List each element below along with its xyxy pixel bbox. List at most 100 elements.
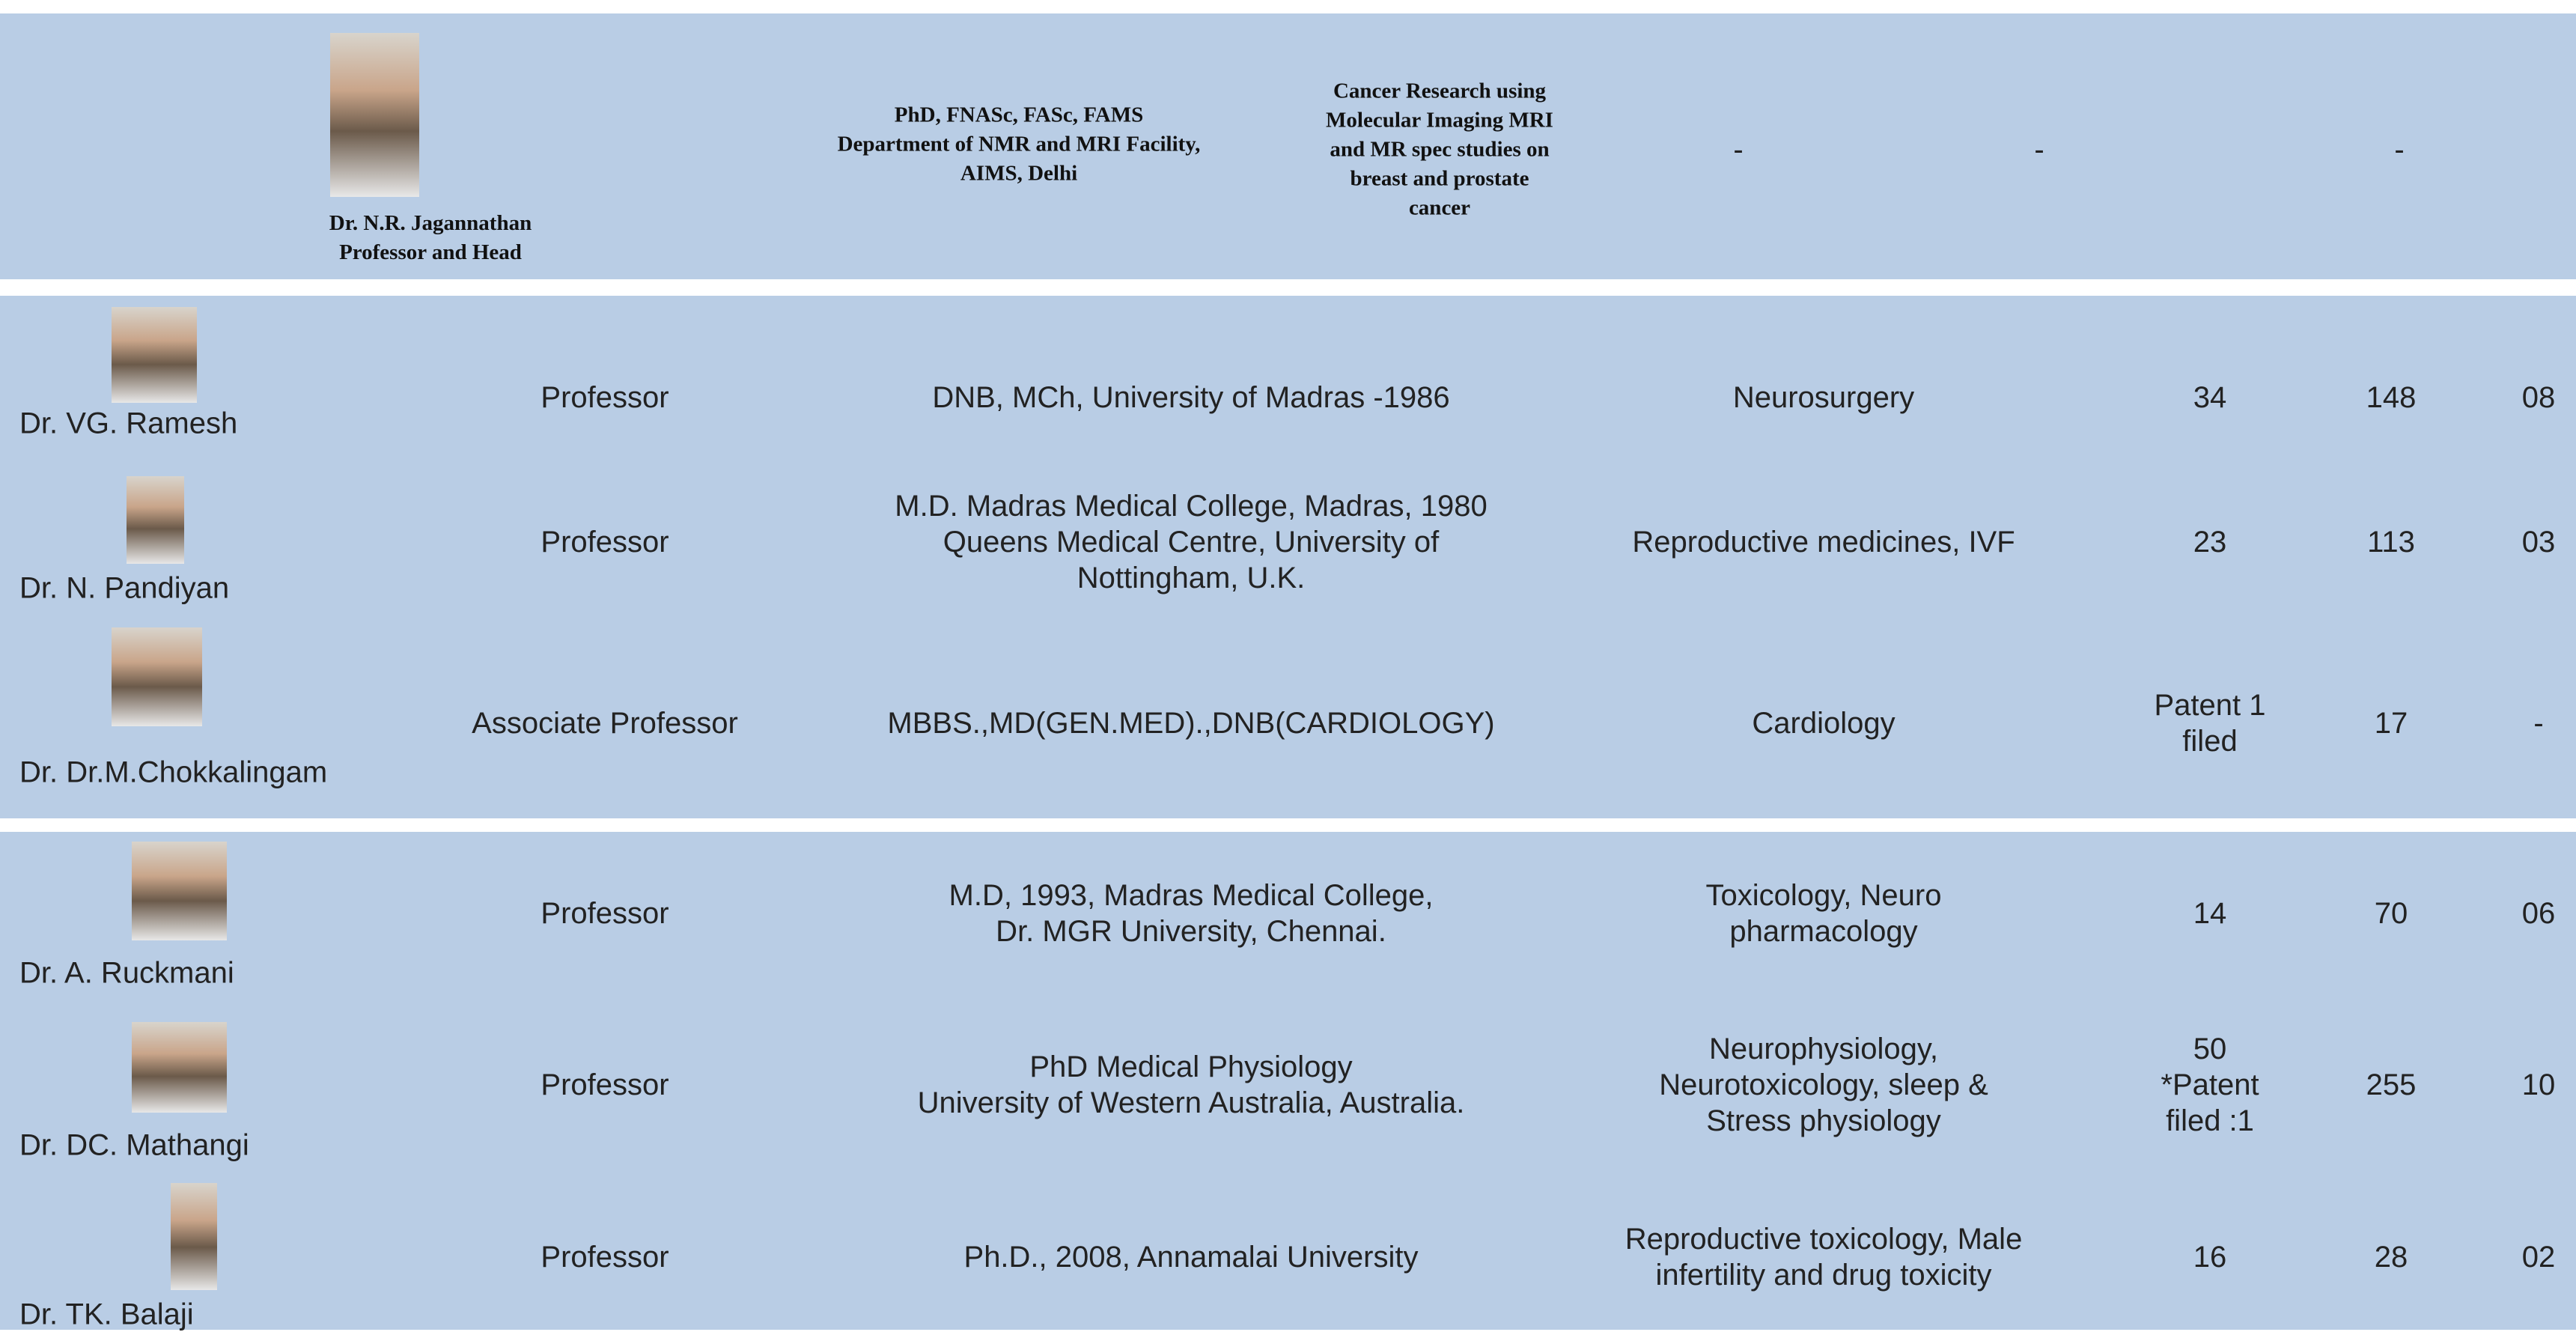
- text-line: Patent 1: [2154, 689, 2266, 722]
- specialty: Cardiology: [1752, 705, 1895, 741]
- specialty: Cancer Research using Molecular Imaging M…: [1326, 77, 1553, 223]
- text-line: cancer: [1408, 195, 1471, 220]
- text-line: Dr. N.R. Jagannathan: [329, 211, 532, 235]
- text-line: Department of NMR and MRI Facility,: [837, 132, 1201, 156]
- text-line: Dr. MGR University, Chennai.: [996, 915, 1386, 948]
- name: Dr. VG. Ramesh: [19, 407, 238, 440]
- stat: Patent 1 filed: [2154, 687, 2265, 759]
- stat: 28: [2375, 1239, 2408, 1275]
- stat: 03: [2522, 524, 2556, 560]
- stat: 23: [2193, 524, 2227, 560]
- name: Dr. TK. Balaji: [19, 1298, 194, 1331]
- stat: 70: [2375, 895, 2408, 931]
- text-line: MBBS.,MD(GEN.MED).,DNB(CARDIOLOGY): [887, 707, 1495, 740]
- text-line: 08: [2521, 381, 2556, 414]
- stat: -: [2034, 132, 2044, 168]
- qualification: M.D, 1993, Madras Medical College, Dr. MG…: [949, 878, 1434, 949]
- text-line: Reproductive toxicology, Male: [1625, 1223, 2023, 1256]
- section-block: [0, 296, 2576, 818]
- text-line: Neurotoxicology, sleep &: [1659, 1068, 1988, 1101]
- title: Professor: [541, 381, 669, 414]
- text-line: Nottingham, U.K.: [1077, 562, 1306, 594]
- text-line: filed: [2182, 725, 2238, 758]
- title: Professor and Head: [339, 240, 522, 264]
- stat: 148: [2366, 380, 2417, 416]
- header-name: Dr. N.R. Jagannathan Professor and Head: [329, 209, 532, 267]
- text-line: 23: [2193, 526, 2227, 559]
- text-line: pharmacology: [1729, 915, 1918, 948]
- photo: [132, 842, 227, 940]
- qualification: PhD Medical Physiology University of West…: [918, 1049, 1465, 1121]
- stat: -: [2394, 132, 2404, 168]
- text-line: 10: [2521, 1068, 2556, 1101]
- title: Professor: [541, 526, 669, 559]
- name: Dr. A. Ruckmani: [19, 956, 234, 990]
- name: Dr. Dr.M.Chokkalingam: [19, 755, 328, 789]
- text-line: University of Western Australia, Austral…: [917, 1086, 1465, 1119]
- text-line: infertility and drug toxicity: [1655, 1259, 1992, 1292]
- text-line: 34: [2193, 381, 2227, 414]
- title: Professor: [541, 897, 669, 930]
- text-line: filed :1: [2166, 1104, 2254, 1137]
- stat: 06: [2522, 895, 2556, 931]
- qualification: Ph.D., 2008, Annamalai University: [964, 1239, 1419, 1275]
- stat: 50 *Patent filed :1: [2161, 1031, 2259, 1139]
- text-line: Stress physiology: [1706, 1104, 1941, 1137]
- text-line: Neurosurgery: [1732, 381, 1915, 414]
- stat: 02: [2522, 1239, 2556, 1275]
- stat: -: [1733, 132, 1743, 168]
- text-line: 70: [2374, 897, 2408, 930]
- text-line: PhD, FNASc, FASc, FAMS: [894, 103, 1144, 127]
- text-line: DNB, MCh, University of Madras -1986: [932, 381, 1450, 414]
- text-line: M.D, 1993, Madras Medical College,: [949, 879, 1434, 912]
- qualification: DNB, MCh, University of Madras -1986: [932, 380, 1449, 416]
- photo: [171, 1183, 217, 1290]
- text-line: -: [2034, 133, 2044, 166]
- text-line: 03: [2521, 526, 2556, 559]
- specialty: Toxicology, Neuro pharmacology: [1706, 878, 1942, 949]
- stat: 255: [2366, 1067, 2417, 1103]
- text-line: 255: [2366, 1068, 2417, 1101]
- text-line: 06: [2521, 897, 2556, 930]
- header-block: [0, 13, 2576, 279]
- text-line: 113: [2367, 526, 2415, 559]
- text-line: Reproductive medicines, IVF: [1632, 526, 2015, 559]
- text-line: M.D. Madras Medical College, Madras, 198…: [895, 490, 1488, 523]
- photo: [112, 307, 197, 403]
- specialty: Neurophysiology, Neurotoxicology, sleep &…: [1659, 1031, 1988, 1139]
- stat: 08: [2522, 380, 2556, 416]
- text-line: 28: [2374, 1241, 2408, 1274]
- section-block: [0, 832, 2576, 1330]
- text-line: *Patent: [2161, 1068, 2259, 1101]
- stat: 14: [2193, 895, 2227, 931]
- qualification: MBBS.,MD(GEN.MED).,DNB(CARDIOLOGY): [887, 705, 1494, 741]
- text-line: -: [2394, 133, 2405, 166]
- photo: [112, 627, 202, 726]
- text-line: 17: [2374, 707, 2408, 740]
- text-line: Cancer Research using: [1333, 79, 1547, 103]
- text-line: breast and prostate: [1350, 166, 1529, 191]
- stat: -: [2533, 705, 2543, 741]
- specialty: Neurosurgery: [1733, 380, 1914, 416]
- text-line: -: [1733, 133, 1744, 166]
- text-line: Cardiology: [1752, 707, 1896, 740]
- stat: 16: [2193, 1239, 2227, 1275]
- text-line: 02: [2521, 1241, 2556, 1274]
- stat: 34: [2193, 380, 2227, 416]
- stat: 17: [2375, 705, 2408, 741]
- text-line: Molecular Imaging MRI: [1326, 108, 1553, 133]
- title: Professor: [541, 1068, 669, 1101]
- photo: [330, 33, 419, 197]
- qualification: M.D. Madras Medical College, Madras, 198…: [895, 488, 1487, 596]
- name: Dr. DC. Mathangi: [19, 1128, 249, 1162]
- text-line: PhD Medical Physiology: [1029, 1050, 1353, 1083]
- title: Associate Professor: [472, 707, 738, 740]
- stat: 10: [2522, 1067, 2556, 1103]
- specialty: Reproductive medicines, IVF: [1632, 524, 2015, 560]
- specialty: Reproductive toxicology, Male infertility…: [1625, 1221, 2023, 1293]
- text-line: Queens Medical Centre, University of: [943, 526, 1440, 559]
- stat: 113: [2367, 524, 2415, 560]
- text-line: AIMS, Delhi: [960, 161, 1078, 186]
- qualification: PhD, FNASc, FASc, FAMS Department of NMR …: [838, 101, 1201, 189]
